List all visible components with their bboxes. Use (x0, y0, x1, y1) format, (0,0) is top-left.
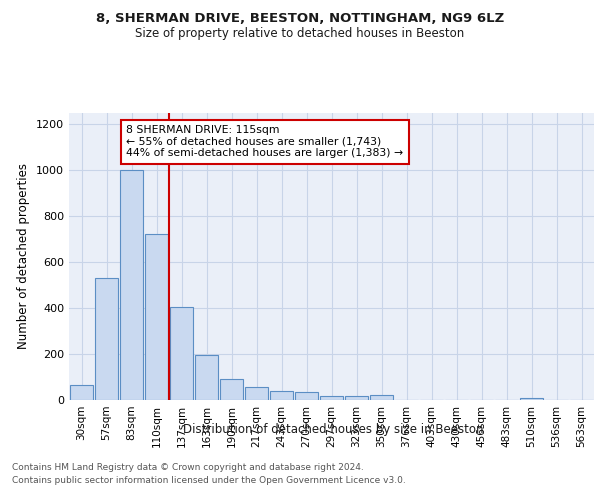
Bar (270, 392, 293, 400)
Bar (145, 234, 168, 400)
Bar (195, 355, 218, 400)
Text: 8 SHERMAN DRIVE: 115sqm
← 55% of detached houses are smaller (1,743)
44% of semi: 8 SHERMAN DRIVE: 115sqm ← 55% of detache… (127, 125, 404, 158)
Bar (245, 386, 268, 400)
Bar (70, 385, 93, 400)
Bar (95, 278, 118, 400)
Y-axis label: Number of detached properties: Number of detached properties (17, 163, 31, 350)
Text: Contains public sector information licensed under the Open Government Licence v3: Contains public sector information licen… (12, 476, 406, 485)
Text: 8, SHERMAN DRIVE, BEESTON, NOTTINGHAM, NG9 6LZ: 8, SHERMAN DRIVE, BEESTON, NOTTINGHAM, N… (96, 12, 504, 26)
Bar (220, 380, 243, 400)
Bar (120, 170, 143, 400)
Bar (320, 396, 343, 400)
Text: Distribution of detached houses by size in Beeston: Distribution of detached houses by size … (183, 422, 483, 436)
Bar (345, 396, 368, 400)
Bar (520, 398, 543, 400)
Bar (370, 396, 393, 400)
Text: Contains HM Land Registry data © Crown copyright and database right 2024.: Contains HM Land Registry data © Crown c… (12, 462, 364, 471)
Text: Size of property relative to detached houses in Beeston: Size of property relative to detached ho… (136, 28, 464, 40)
Bar (295, 392, 318, 400)
Bar (170, 307, 193, 400)
